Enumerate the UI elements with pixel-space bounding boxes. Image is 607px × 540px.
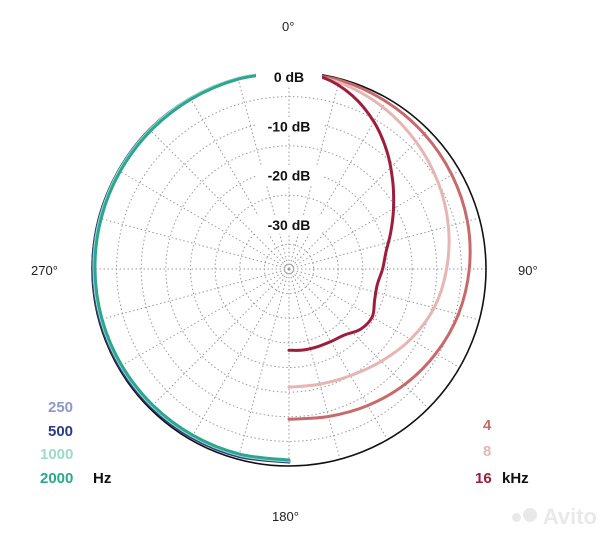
avito-watermark: Avito <box>511 504 597 530</box>
radial-label-bg <box>256 215 322 234</box>
angle-label-180: 180° <box>272 509 299 524</box>
grid-ring-30 <box>239 219 339 319</box>
radial-label-bg <box>256 166 322 185</box>
grid-spoke-300 <box>118 170 290 270</box>
grid-ring-15 <box>165 145 413 393</box>
grid-spoke-240 <box>118 268 290 368</box>
grid-ring-5 <box>116 96 462 442</box>
grid-ring-20 <box>190 170 388 368</box>
grid-spoke-150 <box>288 268 388 440</box>
grid-ring-10 <box>140 120 438 418</box>
radial-tick-label: 0 dB <box>274 69 304 85</box>
legend-low-250: 250 <box>48 399 74 416</box>
legend-low-500: 500 <box>48 423 74 440</box>
legend-high-4: 4 <box>483 417 492 434</box>
legend-low-unit: Hz <box>93 470 112 487</box>
radial-tick-label: -20 dB <box>268 168 311 184</box>
legend-low-2000: 2000 <box>40 470 74 487</box>
avito-logo-icon <box>511 507 539 527</box>
radial-label-bg <box>256 117 322 136</box>
grid-spoke-120 <box>288 268 460 368</box>
avito-logo-text: Avito <box>542 504 597 529</box>
grid-spoke-15 <box>288 78 341 270</box>
grid-spoke-60 <box>288 170 460 270</box>
radial-tick-label: -10 dB <box>268 118 311 134</box>
legend-high-8: 8 <box>483 443 492 460</box>
angle-label-270: 270° <box>31 263 58 278</box>
series-line-2000 <box>93 70 291 462</box>
grid-ring-25 <box>214 194 364 344</box>
legend-high-16: 16 <box>475 470 492 487</box>
series-line-4 <box>287 70 472 421</box>
grid-spoke-45 <box>288 129 429 270</box>
grid-spoke-330 <box>190 98 290 270</box>
angle-label-90: 90° <box>518 263 538 278</box>
grid-spoke-315 <box>149 129 290 270</box>
series-line-8 <box>287 70 451 389</box>
grid-spoke-195 <box>237 268 290 460</box>
radial-label-bg <box>256 68 322 86</box>
grid-spoke-345 <box>237 78 290 270</box>
series-line-16 <box>287 70 396 352</box>
grid-spoke-225 <box>149 268 290 409</box>
grid-spoke-285 <box>98 217 290 270</box>
grid-spoke-30 <box>288 98 388 270</box>
angle-label-0: 0° <box>282 19 295 34</box>
legend-high-unit: kHz <box>502 470 529 487</box>
grid-spoke-255 <box>98 268 290 321</box>
grid-spoke-210 <box>190 268 290 440</box>
radial-tick-labels: 0 dB -10 dB -20 dB -30 dB <box>256 68 322 234</box>
legend-low-1000: 1000 <box>40 446 74 463</box>
grid-ring-35 <box>263 243 315 295</box>
grid-spoke-105 <box>288 268 480 321</box>
grid-spoke-165 <box>288 268 341 460</box>
curves-layer <box>91 70 472 464</box>
radial-tick-label: -30 dB <box>268 217 311 233</box>
